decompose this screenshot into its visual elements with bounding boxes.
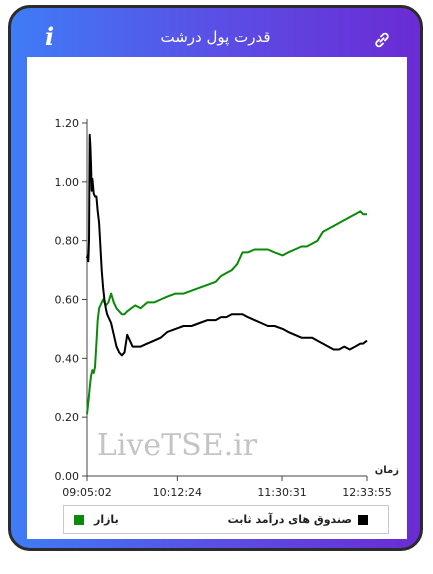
legend-item-market[interactable]: بازار [74,513,119,526]
link-icon[interactable] [372,30,392,50]
series-lines [86,133,368,415]
legend-swatch-market [74,514,84,525]
x-tick-label: 10:12:24 [153,486,202,497]
y-tick-label: 0.40 [55,352,80,365]
watermark-text: LiveTSE.ir [97,428,258,463]
chart-card: i قدرت پول درشت 0.00 0.20 0.40 0.60 0.80 1.00… [8,5,423,551]
y-tick-label: 0.60 [55,294,80,307]
x-axis: 09:05:02 10:12:24 11:30:31 12:33:55 [62,475,392,499]
y-axis: 0.00 0.20 0.40 0.60 0.80 1.00 1.20 [55,117,88,483]
card-header: i قدرت پول درشت [11,8,420,60]
y-tick-label: 1.00 [55,176,80,189]
series-line-market [86,210,367,415]
chart-panel: 0.00 0.20 0.40 0.60 0.80 1.00 1.20 09:05:02 10:… [27,57,407,539]
x-tick-label: 11:30:31 [257,486,306,497]
x-tick-label: 09:05:02 [62,486,111,497]
y-tick-label: 1.20 [55,117,80,130]
x-tick-label: 12:33:55 [342,486,391,497]
legend-label-fund: صندوق های درآمد ثابت [227,513,352,526]
x-axis-label: زمان [375,465,399,476]
legend-swatch-fund [358,514,368,525]
y-tick-label: 0.20 [55,411,80,424]
page-title: قدرت پول درشت [160,28,271,46]
y-tick-label: 0.00 [55,470,80,483]
chart-legend: صندوق های درآمد ثابت بازار [63,505,389,534]
line-chart: 0.00 0.20 0.40 0.60 0.80 1.00 1.20 09:05:02 10:… [55,117,400,499]
info-icon[interactable]: i [45,22,55,51]
series-line-fund [86,133,368,357]
legend-label-market: بازار [94,513,119,526]
legend-item-fund[interactable]: صندوق های درآمد ثابت [228,513,368,526]
y-tick-label: 0.80 [55,235,80,248]
